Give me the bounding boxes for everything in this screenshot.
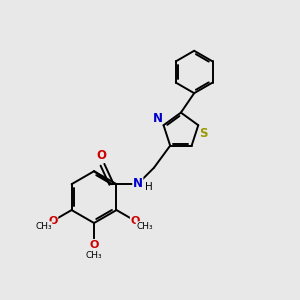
Text: O: O (130, 216, 140, 226)
Text: O: O (96, 149, 106, 162)
Text: N: N (133, 177, 143, 190)
Text: N: N (152, 112, 162, 124)
Text: O: O (89, 239, 99, 250)
Text: S: S (200, 127, 208, 140)
Text: O: O (48, 216, 58, 226)
Text: CH₃: CH₃ (86, 251, 102, 260)
Text: H: H (145, 182, 153, 192)
Text: CH₃: CH₃ (35, 222, 52, 231)
Text: CH₃: CH₃ (136, 222, 153, 231)
